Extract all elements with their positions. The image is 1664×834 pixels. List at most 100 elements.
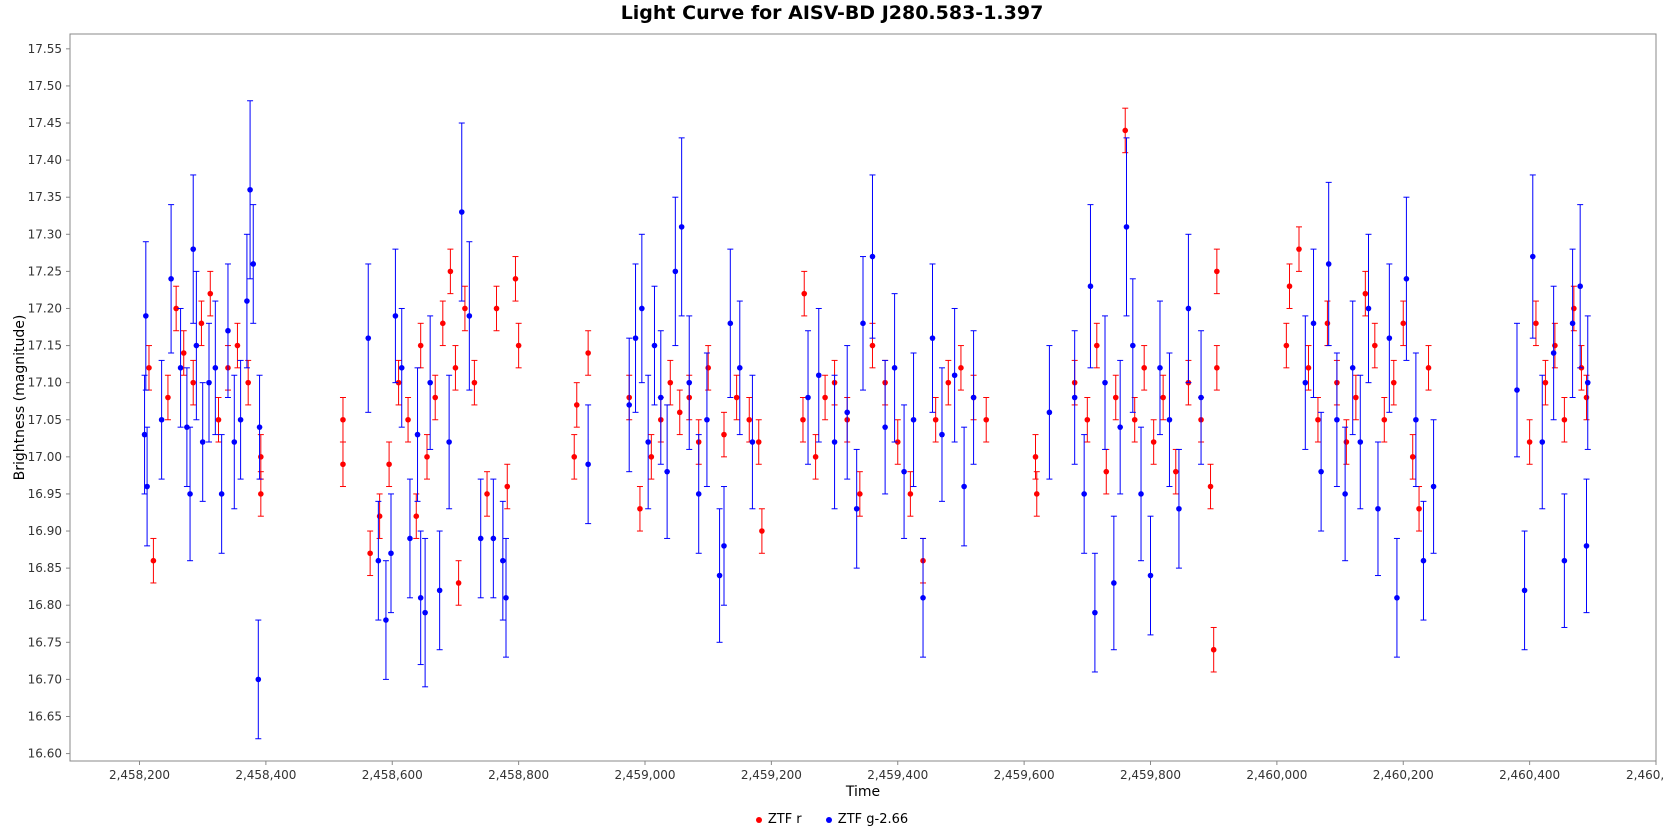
data-point[interactable] bbox=[1286, 283, 1293, 290]
data-point[interactable] bbox=[1102, 379, 1108, 386]
data-point[interactable] bbox=[367, 550, 373, 557]
data-point[interactable] bbox=[1123, 224, 1130, 230]
data-point[interactable] bbox=[245, 379, 251, 386]
data-point[interactable] bbox=[951, 372, 958, 379]
data-point[interactable] bbox=[860, 320, 866, 327]
data-point[interactable] bbox=[1400, 320, 1407, 327]
data-point[interactable] bbox=[484, 491, 490, 497]
data-point[interactable] bbox=[639, 305, 645, 312]
data-point[interactable] bbox=[1561, 557, 1568, 564]
data-point[interactable] bbox=[173, 305, 179, 312]
data-point[interactable] bbox=[424, 454, 430, 460]
data-point[interactable] bbox=[651, 342, 658, 349]
data-point[interactable] bbox=[805, 394, 811, 401]
data-point[interactable] bbox=[1542, 379, 1549, 386]
data-point[interactable] bbox=[436, 587, 443, 594]
data-point[interactable] bbox=[736, 365, 743, 371]
data-point[interactable] bbox=[1117, 424, 1123, 430]
data-point[interactable] bbox=[237, 416, 244, 423]
data-point[interactable] bbox=[250, 261, 257, 267]
data-point[interactable] bbox=[198, 320, 205, 327]
data-point[interactable] bbox=[632, 335, 639, 341]
data-point[interactable] bbox=[1081, 491, 1087, 497]
data-point[interactable] bbox=[388, 550, 394, 557]
data-point[interactable] bbox=[255, 676, 262, 683]
data-point[interactable] bbox=[1362, 290, 1369, 297]
data-point[interactable] bbox=[1349, 365, 1356, 371]
data-point[interactable] bbox=[939, 431, 945, 438]
data-point[interactable] bbox=[1420, 557, 1427, 564]
data-point[interactable] bbox=[375, 557, 382, 564]
data-point[interactable] bbox=[1198, 394, 1204, 401]
legend-item-ztf-r[interactable]: ZTF r bbox=[755, 812, 802, 827]
data-point[interactable] bbox=[716, 572, 723, 579]
data-point[interactable] bbox=[427, 379, 433, 386]
data-point[interactable] bbox=[1071, 394, 1078, 401]
data-point[interactable] bbox=[1409, 454, 1416, 460]
data-point[interactable] bbox=[1207, 483, 1214, 490]
data-point[interactable] bbox=[1539, 439, 1546, 445]
data-point[interactable] bbox=[637, 505, 643, 512]
data-point[interactable] bbox=[869, 342, 876, 349]
data-point[interactable] bbox=[1533, 320, 1539, 327]
data-point[interactable] bbox=[705, 365, 711, 371]
data-point[interactable] bbox=[1111, 580, 1117, 586]
data-point[interactable] bbox=[218, 491, 225, 497]
data-point[interactable] bbox=[1381, 416, 1388, 423]
data-point[interactable] bbox=[244, 298, 250, 304]
data-point[interactable] bbox=[1084, 416, 1091, 423]
data-point[interactable] bbox=[1302, 379, 1309, 386]
data-point[interactable] bbox=[1561, 416, 1568, 423]
data-point[interactable] bbox=[1521, 587, 1528, 594]
data-point[interactable] bbox=[452, 365, 459, 371]
data-point[interactable] bbox=[1318, 468, 1324, 475]
data-point[interactable] bbox=[1569, 320, 1576, 327]
data-point[interactable] bbox=[462, 305, 468, 312]
data-point[interactable] bbox=[676, 409, 683, 416]
data-point[interactable] bbox=[831, 439, 838, 445]
data-point[interactable] bbox=[1343, 439, 1350, 445]
data-point[interactable] bbox=[920, 594, 926, 601]
data-point[interactable] bbox=[1394, 594, 1400, 601]
data-point[interactable] bbox=[1571, 305, 1577, 312]
data-point[interactable] bbox=[1122, 127, 1129, 134]
data-point[interactable] bbox=[225, 327, 231, 334]
data-point[interactable] bbox=[504, 483, 511, 490]
data-point[interactable] bbox=[515, 342, 522, 349]
data-point[interactable] bbox=[1103, 468, 1110, 475]
data-point[interactable] bbox=[907, 491, 914, 497]
data-point[interactable] bbox=[658, 394, 664, 401]
data-point[interactable] bbox=[146, 365, 152, 371]
data-point[interactable] bbox=[500, 557, 506, 564]
data-point[interactable] bbox=[1325, 261, 1332, 267]
data-point[interactable] bbox=[929, 335, 936, 341]
data-point[interactable] bbox=[853, 505, 860, 512]
data-point[interactable] bbox=[932, 416, 939, 423]
data-point[interactable] bbox=[190, 246, 197, 252]
data-point[interactable] bbox=[1157, 365, 1163, 371]
data-point[interactable] bbox=[258, 454, 264, 460]
data-point[interactable] bbox=[503, 594, 509, 601]
data-point[interactable] bbox=[1160, 394, 1166, 401]
data-point[interactable] bbox=[1305, 365, 1312, 371]
data-point[interactable] bbox=[1416, 505, 1422, 512]
data-point[interactable] bbox=[466, 313, 473, 319]
data-point[interactable] bbox=[413, 513, 420, 519]
data-point[interactable] bbox=[417, 594, 424, 601]
data-point[interactable] bbox=[1046, 409, 1053, 416]
data-point[interactable] bbox=[945, 379, 952, 386]
data-point[interactable] bbox=[150, 557, 157, 564]
data-point[interactable] bbox=[1375, 505, 1381, 512]
data-point[interactable] bbox=[447, 268, 454, 275]
data-point[interactable] bbox=[417, 342, 424, 349]
data-point[interactable] bbox=[1514, 387, 1520, 393]
data-point[interactable] bbox=[678, 224, 685, 230]
data-point[interactable] bbox=[177, 365, 184, 371]
data-point[interactable] bbox=[1283, 342, 1290, 349]
data-point[interactable] bbox=[383, 617, 389, 623]
data-point[interactable] bbox=[755, 439, 762, 445]
data-point[interactable] bbox=[455, 580, 462, 586]
data-point[interactable] bbox=[585, 350, 591, 356]
data-point[interactable] bbox=[812, 454, 819, 460]
data-point[interactable] bbox=[1353, 394, 1359, 401]
